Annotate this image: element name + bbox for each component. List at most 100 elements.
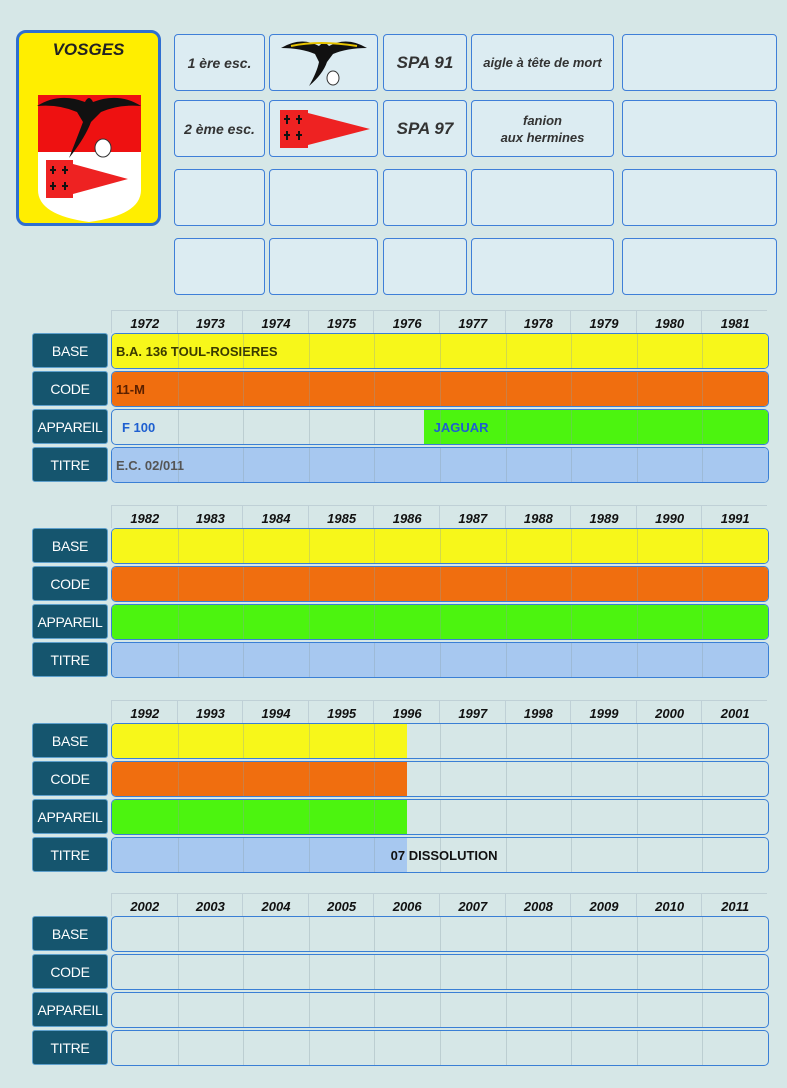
grid-line [243,1031,245,1065]
year-label: 1973 [176,311,244,333]
grid-line [243,410,245,444]
dissolution-note: 07 DISSOLUTION [390,847,498,863]
grid-line [571,529,573,563]
esc-1-name: aigle à tête de mort [471,34,614,91]
year-label: 2002 [111,894,178,916]
year-label: 1990 [635,506,703,528]
timeline-row-code [111,761,769,797]
timeline-row-appareil: F 100 JAGUAR [111,409,769,445]
year-label: 1998 [504,701,572,723]
timeline-segment [112,643,768,677]
grid-line [177,955,179,989]
row-label-appareil: APPAREIL [32,992,108,1027]
grid-line [177,917,179,951]
grid-line [702,643,704,677]
grid-line [308,800,310,834]
grid-line [308,1031,310,1065]
grid-line [636,800,638,834]
grid-line [374,1031,376,1065]
grid-line [440,334,441,368]
grid-line [702,567,704,601]
year-label: 2010 [635,894,703,916]
grid-line [702,334,704,368]
grid-line [571,448,573,482]
year-label: 1999 [570,701,637,723]
year-label: 1976 [373,311,440,333]
grid-line [702,372,704,406]
grid-line [308,410,310,444]
timeline-row-appareil [111,992,769,1028]
timeline-row-base: B.A. 136 TOUL-ROSIERES [111,333,769,369]
grid-line [374,334,376,368]
segment-text: F 100 [122,419,156,435]
grid-line [702,762,704,796]
grid-line [571,410,573,444]
grid-line [571,567,573,601]
year-label: 1979 [570,311,637,333]
grid-line [571,993,573,1027]
grid-line [440,529,441,563]
year-label: 1997 [439,701,506,723]
year-label: 2003 [176,894,244,916]
row-label-base: BASE [32,916,108,951]
grid-line [308,567,310,601]
grid-line [374,762,376,796]
empty-cell [383,238,467,295]
grid-line [505,334,507,368]
grid-line [308,762,310,796]
row-label-appareil: APPAREIL [32,604,108,639]
grid-line [505,372,507,406]
grid-line [571,955,573,989]
grid-line [177,838,179,872]
grid-line [505,724,507,758]
year-label: 1975 [307,311,375,333]
year-label: 1985 [307,506,375,528]
year-label: 1981 [701,311,768,333]
row-label-code: CODE [32,566,108,601]
grid-line [571,372,573,406]
timeline-segment [112,448,768,482]
timeline-row-base [111,916,769,952]
grid-line [636,993,638,1027]
grid-line [505,643,507,677]
grid-line [374,448,376,482]
grid-line [177,762,179,796]
eagle-skull-icon [280,40,367,86]
grid-line [177,993,179,1027]
year-label: 1977 [439,311,506,333]
grid-line [636,410,638,444]
coat-of-arms-icon [37,95,141,222]
timeline-row-code: 11-M [111,371,769,407]
year-label: 1982 [111,506,178,528]
timeline-segment [112,567,768,601]
grid-line [308,917,310,951]
grid-line [702,993,704,1027]
empty-cell [269,169,378,226]
grid-line [374,372,376,406]
esc-2-label: 2 ème esc. [174,100,265,157]
row-label-titre: TITRE [32,447,108,482]
grid-line [571,1031,573,1065]
grid-line [702,448,704,482]
grid-line [308,643,310,677]
grid-line [440,643,441,677]
grid-line [374,567,376,601]
grid-line [636,838,638,872]
timeline-segment [112,724,408,758]
grid-line [702,917,704,951]
grid-line [243,529,245,563]
grid-line [702,1031,704,1065]
empty-cell [471,238,614,295]
esc-2-spa: SPA 97 [383,100,467,157]
grid-line [177,567,179,601]
timeline-segment [112,838,408,872]
grid-line [636,372,638,406]
timeline-row-appareil [111,799,769,835]
year-label: 2000 [635,701,703,723]
year-header: 2002 2003 2004 2005 2006 2007 2008 2009 2010 2011 [111,893,767,916]
squadron-badge: VOSGES [16,30,161,226]
timeline-segment [112,410,424,444]
grid-line [308,955,310,989]
empty-cell [174,169,265,226]
timeline-row-appareil [111,604,769,640]
